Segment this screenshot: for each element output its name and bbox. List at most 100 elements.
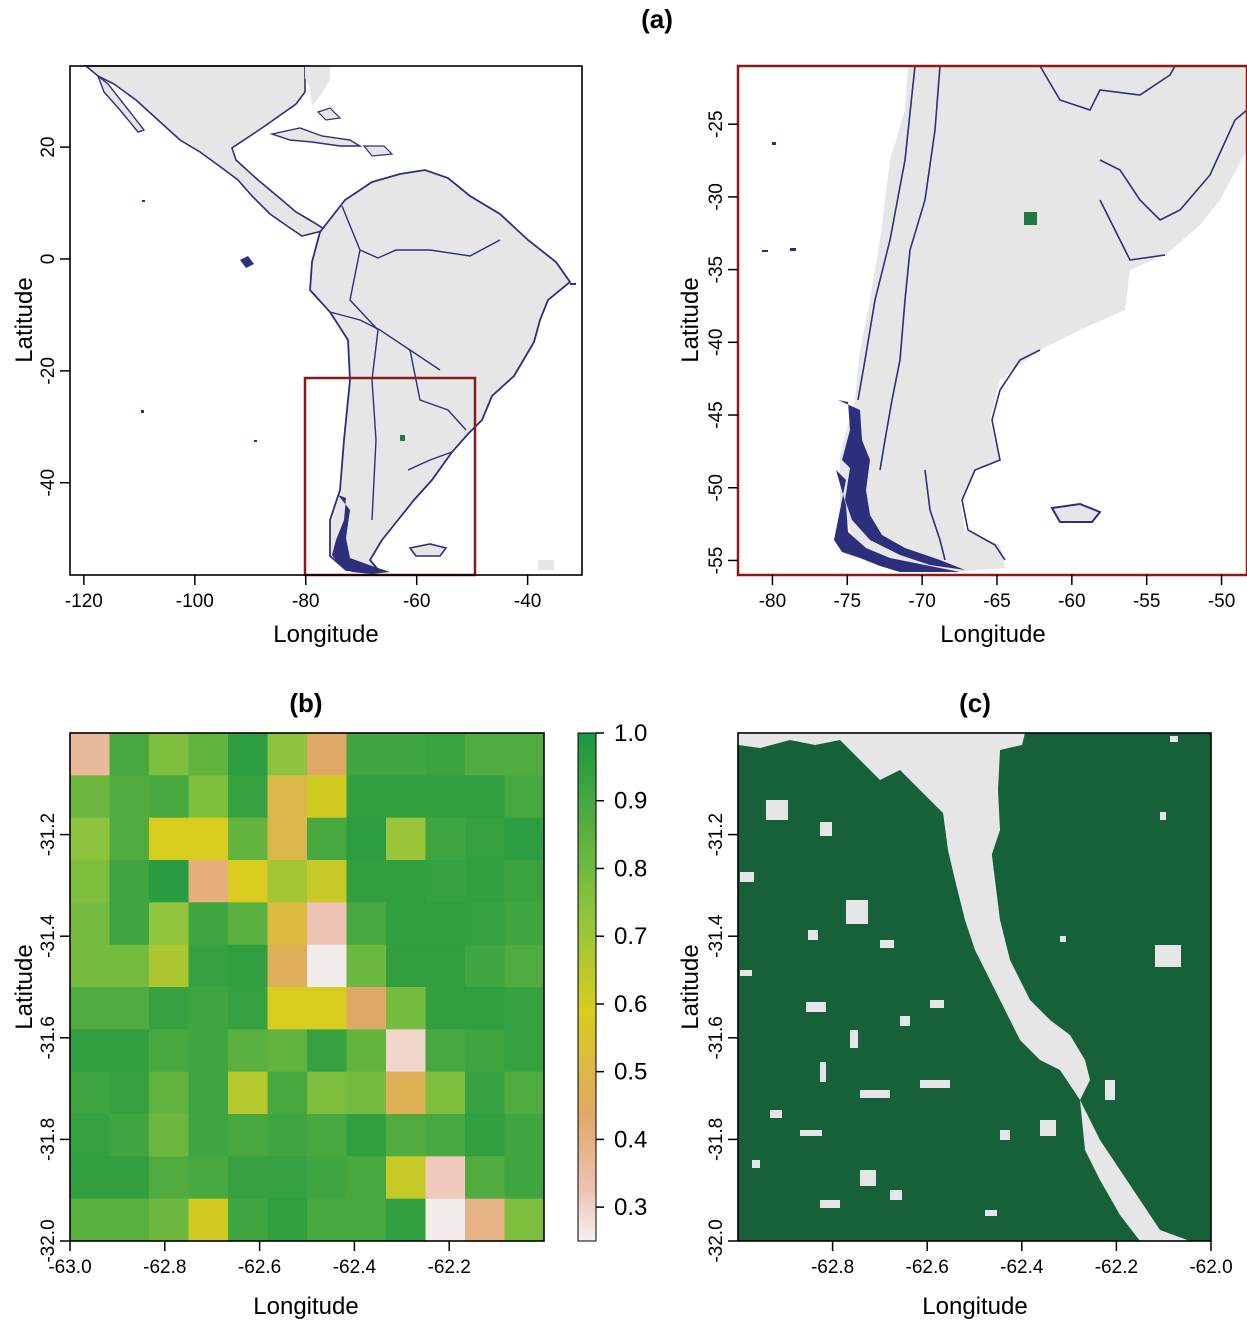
heatmap-cell [267, 860, 308, 903]
a-left-ytick-label: -20 [38, 357, 59, 384]
heatmap-cell [267, 1156, 308, 1200]
a-right-ytick-label: -25 [706, 110, 727, 137]
heatmap-cell [307, 1114, 347, 1157]
heatmap-cell [307, 944, 347, 988]
heatmap-cell [425, 1198, 466, 1242]
a-left-ytick-label: 20 [38, 137, 59, 158]
c-ytick-label: -32.0 [706, 1219, 727, 1262]
heatmap-cell [386, 733, 426, 776]
b-ylabel: Latitude [11, 944, 38, 1029]
a-right-xtick-label: -65 [983, 591, 1010, 612]
c-ylabel: Latitude [677, 944, 704, 1029]
plot-frame-c [737, 732, 1212, 1242]
c-ytick-label: -31.4 [706, 914, 727, 958]
borders-right [857, 65, 1247, 561]
heatmap-cell [465, 944, 505, 988]
plot-frame-a-left [69, 65, 583, 576]
heatmap-cell [267, 1198, 308, 1242]
heatmap-cell [504, 1071, 545, 1115]
colorbar-ticks: 1.0 0.9 0.8 0.7 0.6 0.5 0.4 0.3 [596, 720, 647, 1221]
a-right-ylabel: Latitude [677, 277, 704, 362]
a-left-xtick-label: -40 [514, 591, 541, 612]
heatmap-cell [228, 1156, 268, 1200]
heatmap-cell [70, 733, 110, 776]
heatmap-cell [188, 817, 229, 861]
heatmap-cell [465, 987, 505, 1030]
heatmap-cell [188, 860, 229, 903]
colorbar-tick-label: 0.7 [614, 923, 647, 950]
a-right-ytick-label: -35 [706, 256, 727, 283]
a-left-xtick-label: -120 [65, 591, 103, 612]
heatmap-cell [228, 1029, 268, 1073]
b-xtick-label: -62.6 [238, 1257, 281, 1278]
heatmap-cell [346, 817, 387, 861]
b-xlabel: Longitude [253, 1293, 358, 1320]
heatmap-cell [228, 860, 268, 903]
heatmap-cell [228, 817, 268, 861]
heatmap-cell [346, 1114, 387, 1157]
heatmap-cell [504, 987, 545, 1030]
a-right-ytick-label: -30 [706, 183, 727, 210]
a-left-ytick-label: -40 [38, 469, 59, 496]
heatmap-cell [504, 1156, 545, 1200]
heatmap-cell [188, 733, 229, 776]
heatmap-cell [70, 1114, 110, 1157]
colorbar-tick-label: 0.8 [614, 855, 647, 882]
heatmap-cell [465, 775, 505, 819]
heatmap-cell [109, 1029, 150, 1073]
heatmap-cell [307, 733, 347, 776]
heatmap-cell [267, 1071, 308, 1115]
c-ytick-label: -31.2 [706, 813, 727, 856]
heatmap-cell [70, 1029, 110, 1073]
plot-frame-b [69, 732, 545, 1242]
heatmap-cell [70, 1071, 110, 1115]
heatmap-cell [465, 1198, 505, 1242]
heatmap-cell [70, 860, 110, 903]
heatmap-cell [307, 987, 347, 1030]
heatmap-cell [188, 1029, 229, 1073]
colorbar-tick-label: 0.4 [614, 1126, 647, 1153]
b-xtick-label: -62.2 [428, 1257, 471, 1278]
heatmap-cell [188, 987, 229, 1030]
heatmap-cell [425, 733, 466, 776]
nonforest-patches [738, 733, 1190, 1241]
a-left-xtick-label: -60 [403, 591, 430, 612]
heatmap-cell [109, 902, 150, 946]
a-right-xtick-label: -60 [1058, 591, 1085, 612]
heatmap-cell [70, 775, 110, 819]
heatmap-cell [346, 987, 387, 1030]
heatmap-cell [109, 1071, 150, 1115]
heatmap-cell [149, 1029, 189, 1073]
heatmap-cell [188, 1071, 229, 1115]
heatmap-cell [149, 987, 189, 1030]
heatmap-cell [228, 1198, 268, 1242]
heatmap-cell [149, 817, 189, 861]
heatmap-cell [149, 775, 189, 819]
heatmap-cell [109, 1198, 150, 1242]
heatmap-cell [70, 944, 110, 988]
heatmap-cell [425, 1114, 466, 1157]
heatmap-cell [346, 1071, 387, 1115]
heatmap-cell [504, 1029, 545, 1073]
heatmap-cell [267, 944, 308, 988]
panel-c-title: (c) [959, 688, 991, 718]
c-ytick-label: -31.6 [706, 1016, 727, 1059]
a-right-ytick-label: -55 [706, 547, 727, 574]
axes-b: -63.0 -62.8 -62.6 -62.4 -62.2 -31.2 -31.4 -31.6… [38, 813, 471, 1278]
heatmap-cell [188, 1114, 229, 1157]
heatmap-cell [109, 733, 150, 776]
heatmap-cell [386, 1071, 426, 1115]
a-left-ylabel: Latitude [11, 277, 38, 362]
c-xlabel: Longitude [922, 1293, 1027, 1320]
c-xtick-label: -62.2 [1095, 1257, 1138, 1278]
heatmap-cell [465, 1029, 505, 1073]
heatmap-cell [425, 902, 466, 946]
a-left-xtick-label: -100 [176, 591, 214, 612]
c-xtick-label: -62.0 [1189, 1257, 1232, 1278]
b-ytick-label: -32.0 [38, 1219, 59, 1262]
heatmap-cell [149, 1156, 189, 1200]
heatmap-cell [307, 860, 347, 903]
colorbar-tick-label: 0.3 [614, 1194, 647, 1221]
axes-c: -62.8 -62.6 -62.4 -62.2 -62.0 -31.2 -31.4 -31.6… [706, 813, 1233, 1278]
b-ytick-label: -31.4 [38, 914, 59, 958]
